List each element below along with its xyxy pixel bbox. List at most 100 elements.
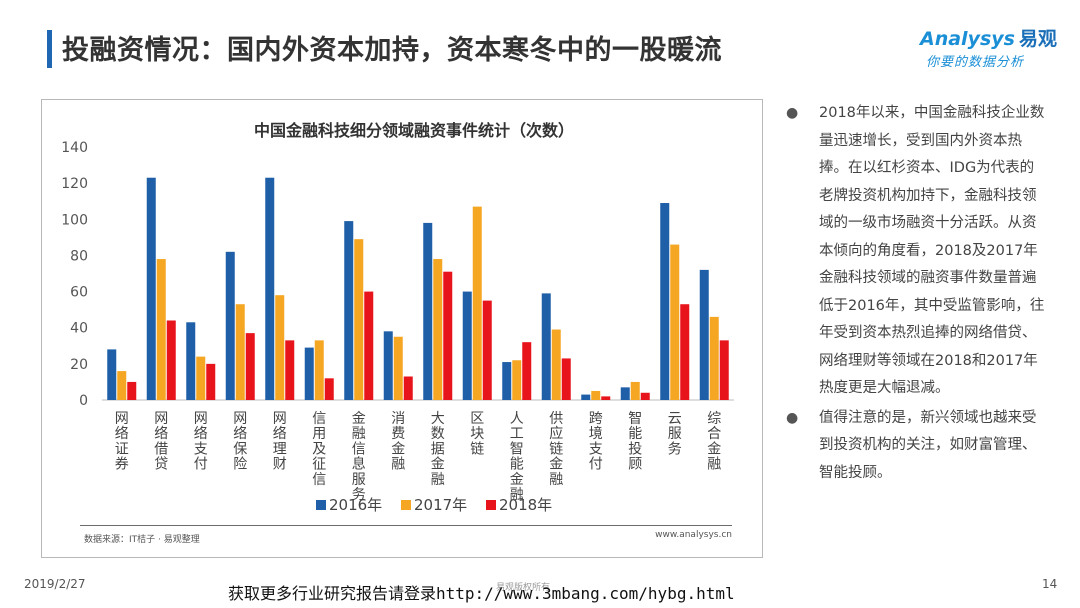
- bar-2018年: [403, 376, 413, 400]
- source-divider: [80, 525, 732, 526]
- x-tick-label-char: 络: [194, 426, 208, 442]
- x-tick-label-char: 数: [431, 426, 445, 442]
- x-tick-label-char: 人: [510, 411, 524, 427]
- bar-2016年: [186, 322, 196, 400]
- x-tick-label-char: 支: [194, 441, 208, 457]
- x-tick-label-char: 金: [510, 472, 524, 488]
- legend-swatch-2016年: [316, 500, 326, 510]
- bar-2016年: [265, 177, 275, 400]
- x-tick-label-char: 链: [549, 441, 563, 457]
- title-accent-bar: [47, 30, 52, 68]
- x-tick-label-char: 金: [431, 457, 445, 473]
- x-tick-label-char: 支: [589, 441, 603, 457]
- bar-2017年: [630, 381, 640, 400]
- x-tick-label-char: 务: [668, 441, 682, 457]
- bar-2016年: [620, 387, 630, 400]
- x-tick-label-char: 网: [194, 411, 208, 427]
- x-tick-label-char: 保: [233, 441, 247, 457]
- x-tick-label-char: 络: [233, 426, 247, 442]
- x-tick-label-char: 网: [233, 411, 247, 427]
- x-tick-label-char: 融: [352, 426, 366, 442]
- bar-2018年: [245, 333, 255, 400]
- bar-2016年: [423, 222, 433, 400]
- x-tick-label-char: 网: [273, 411, 287, 427]
- bar-2017年: [512, 360, 522, 400]
- footer-link[interactable]: 获取更多行业研究报告请登录http://www.3mbang.com/hybg.…: [228, 584, 735, 603]
- bullet-dot-icon: ●: [786, 409, 799, 426]
- logo-tagline: 你要的数据分析: [926, 55, 1025, 70]
- x-tick-label-char: 金: [707, 441, 721, 457]
- legend-label: 2016年: [329, 496, 382, 514]
- x-tick-label-char: 消: [391, 411, 405, 427]
- x-tick-label-char: 络: [115, 426, 129, 442]
- x-tick-label-char: 信: [312, 411, 326, 427]
- commentary-item: ● 2018年以来，中国金融科技企业数量迅速增长，受到国内外资本热捧。在以红杉资…: [786, 100, 1048, 403]
- bar-2018年: [522, 342, 532, 400]
- y-tick-label: 120: [61, 176, 88, 192]
- x-tick-label-char: 网: [115, 411, 129, 427]
- x-tick-label-char: 付: [194, 457, 208, 473]
- x-tick-label-char: 供: [549, 411, 563, 427]
- x-tick-label-char: 能: [510, 457, 524, 473]
- bar-chart: 中国金融科技细分领域融资事件统计（次数） 0 20 40 60 80 100 120 140 网络…: [61, 121, 734, 514]
- x-tick-label-char: 融: [431, 472, 445, 488]
- page-number: 14: [1042, 577, 1058, 591]
- legend-swatch-2017年: [401, 500, 411, 510]
- bar-2017年: [551, 329, 561, 400]
- footer-date: 2019/2/27: [24, 577, 86, 591]
- x-tick-label-char: 金: [352, 411, 366, 427]
- y-tick-label: 40: [70, 321, 88, 337]
- bar-2017年: [433, 259, 443, 400]
- x-tick-label-char: 融: [549, 472, 563, 488]
- bar-2018年: [601, 396, 611, 400]
- x-tick-label-char: 金: [549, 457, 563, 473]
- x-tick-label-char: 险: [233, 457, 247, 473]
- x-tick-label-char: 能: [628, 426, 642, 442]
- bar-2016年: [699, 269, 709, 400]
- bar-2018年: [719, 340, 729, 400]
- x-tick-label-char: 证: [115, 441, 129, 457]
- bar-2018年: [680, 304, 690, 400]
- x-tick-label-char: 融: [391, 457, 405, 473]
- x-tick-label-char: 借: [154, 441, 168, 457]
- x-tick-label-char: 理: [273, 441, 287, 457]
- bar-2018年: [561, 358, 571, 400]
- x-tick-label-char: 顾: [628, 457, 642, 473]
- footer-copyright: 易观版权所有: [496, 583, 551, 593]
- x-tick-label-char: 络: [154, 426, 168, 442]
- page-title: 投融资情况：国内外资本加持，资本寒冬中的一股暖流: [62, 35, 722, 66]
- x-tick-label-char: 智: [628, 411, 642, 427]
- x-tick-label-char: 应: [549, 425, 563, 442]
- y-tick-label: 60: [70, 285, 88, 301]
- x-tick-label-char: 息: [352, 456, 366, 473]
- commentary-item: ● 值得注意的是，新兴领域也越来受到投资机构的关注，如财富管理、智能投顾。: [786, 405, 1048, 488]
- bar-2016年: [383, 331, 393, 400]
- y-tick-label: 0: [79, 393, 88, 409]
- bar-2017年: [314, 340, 324, 400]
- y-tick-label: 80: [70, 248, 88, 264]
- bar-2016年: [107, 349, 117, 400]
- chart-panel: 中国金融科技细分领域融资事件统计（次数） 0 20 40 60 80 100 120 140 网络…: [41, 99, 763, 558]
- bar-2017年: [393, 336, 403, 400]
- bar-2016年: [462, 291, 472, 400]
- logo-brand-cn: 易观: [1018, 28, 1057, 50]
- x-tick-label-char: 智: [510, 441, 524, 457]
- x-tick-label-char: 贷: [154, 457, 168, 473]
- bar-2018年: [364, 291, 374, 400]
- x-tick-label-char: 信: [312, 472, 326, 488]
- commentary-text: 2018年以来，中国金融科技企业数量迅速增长，受到国内外资本热捧。在以红杉资本、…: [819, 105, 1045, 396]
- bar-2018年: [482, 300, 492, 400]
- bar-2017年: [117, 371, 127, 400]
- x-tick-label-char: 服: [668, 426, 682, 442]
- x-tick-label-char: 融: [707, 457, 721, 473]
- x-tick-label-char: 征: [312, 457, 326, 473]
- bar-2017年: [354, 239, 364, 400]
- x-tick-label-char: 网: [154, 411, 168, 427]
- commentary-text: 值得注意的是，新兴领域也越来受到投资机构的关注，如财富管理、智能投顾。: [819, 409, 1037, 481]
- y-tick-label: 20: [70, 357, 88, 373]
- legend-label: 2017年: [414, 496, 467, 514]
- x-tick-label-char: 云: [668, 411, 682, 427]
- commentary-list: ● 2018年以来，中国金融科技企业数量迅速增长，受到国内外资本热捧。在以红杉资…: [786, 100, 1048, 487]
- x-tick-label-char: 金: [391, 441, 405, 457]
- x-tick-label-char: 投: [628, 441, 642, 457]
